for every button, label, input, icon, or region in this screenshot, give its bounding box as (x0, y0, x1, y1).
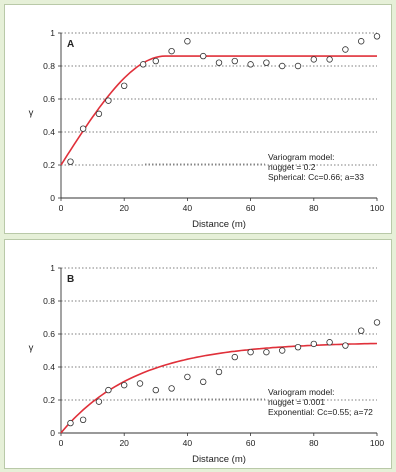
data-point (67, 158, 74, 165)
data-point (231, 353, 238, 361)
data-point (105, 386, 112, 394)
data-point (326, 56, 333, 63)
data-point (184, 38, 191, 45)
y-tick-label: 0.2 (43, 395, 55, 405)
data-point (152, 57, 159, 65)
x-axis-title: Distance (m) (192, 219, 246, 230)
x-tick-label: 60 (246, 203, 256, 213)
data-point (373, 319, 381, 326)
data-point (168, 385, 175, 392)
data-point (326, 339, 333, 346)
data-point (199, 52, 207, 60)
data-point (342, 342, 349, 349)
data-point (310, 56, 317, 63)
x-tick-label: 100 (370, 203, 384, 213)
x-axis-title: Distance (m) (192, 454, 246, 465)
data-point (79, 416, 87, 423)
y-axis-title: γ (29, 343, 34, 354)
data-point (136, 380, 144, 387)
y-tick-label: 0.4 (43, 362, 55, 372)
x-tick-label: 60 (246, 438, 256, 448)
x-tick-label: 20 (119, 203, 129, 213)
data-point (294, 343, 302, 351)
y-tick-label: 0 (50, 193, 55, 203)
x-tick-label: 100 (370, 438, 384, 448)
y-tick-label: 0 (50, 428, 55, 438)
data-point (79, 125, 87, 132)
y-tick-label: 0.8 (43, 61, 55, 71)
x-tick-label: 0 (59, 203, 64, 213)
data-point (120, 381, 128, 389)
model-annotation-line: Variogram model: (268, 152, 334, 162)
data-point (152, 386, 159, 394)
data-point (105, 97, 112, 104)
panel-letter: B (67, 274, 74, 285)
model-annotation-line: Variogram model: (268, 387, 334, 397)
data-point (215, 59, 223, 66)
data-point (279, 347, 286, 354)
data-point (294, 62, 302, 70)
data-point (168, 47, 175, 55)
variogram-panel-b: 0 0.2 0.4 0.6 0.8 1 0 20 40 60 80 100 Distance (m) γ B… (4, 239, 392, 469)
data-point (247, 348, 254, 356)
data-point (95, 398, 103, 405)
data-point (231, 57, 238, 65)
variogram-model-curve (60, 342, 378, 434)
model-annotation-line: nugget = 0.001 (268, 397, 325, 407)
panel-letter: A (67, 39, 74, 50)
model-annotation-line: Exponential: Cc=0.55; a=72 (268, 407, 373, 417)
x-tick-label: 40 (183, 203, 193, 213)
data-point (358, 327, 365, 334)
x-tick-label: 0 (59, 438, 64, 448)
x-tick-label: 20 (119, 438, 129, 448)
variogram-chart-b: 0 0.2 0.4 0.6 0.8 1 0 20 40 60 80 100 Distance (m) γ B… (29, 263, 385, 465)
data-point (120, 82, 128, 89)
data-point (247, 61, 254, 68)
model-annotation-line: nugget = 0.2 (268, 162, 316, 172)
model-annotation-line: Spherical: Cc=0.66; a=33 (268, 172, 364, 182)
variogram-model-curve (60, 55, 377, 166)
data-point (358, 38, 365, 45)
data-point (95, 110, 103, 118)
y-tick-label: 0.6 (43, 94, 55, 104)
y-tick-label: 1 (50, 263, 55, 273)
data-point (215, 368, 223, 376)
data-point (310, 340, 317, 348)
x-tick-label: 40 (183, 438, 193, 448)
x-tick-label: 80 (309, 438, 319, 448)
data-point (139, 61, 147, 68)
y-tick-label: 1 (50, 28, 55, 38)
data-point (373, 33, 381, 40)
data-point (263, 59, 270, 66)
x-tick-label: 80 (309, 203, 319, 213)
data-point (263, 348, 270, 356)
data-point (279, 62, 286, 70)
data-point (67, 419, 74, 427)
variogram-panel-a: 0 0.2 0.4 0.6 0.8 1 0 20 40 60 80 100 Distance (m) γ A… (4, 4, 392, 234)
y-tick-label: 0.8 (43, 296, 55, 306)
variogram-chart-a: 0 0.2 0.4 0.6 0.8 1 0 20 40 60 80 100 Distance (m) γ A… (29, 28, 385, 230)
data-point (184, 373, 191, 381)
y-axis-title: γ (29, 108, 34, 119)
y-tick-label: 0.6 (43, 329, 55, 339)
data-point (199, 378, 207, 386)
y-tick-label: 0.2 (43, 160, 55, 170)
data-point (342, 46, 349, 53)
y-tick-label: 0.4 (43, 127, 55, 137)
